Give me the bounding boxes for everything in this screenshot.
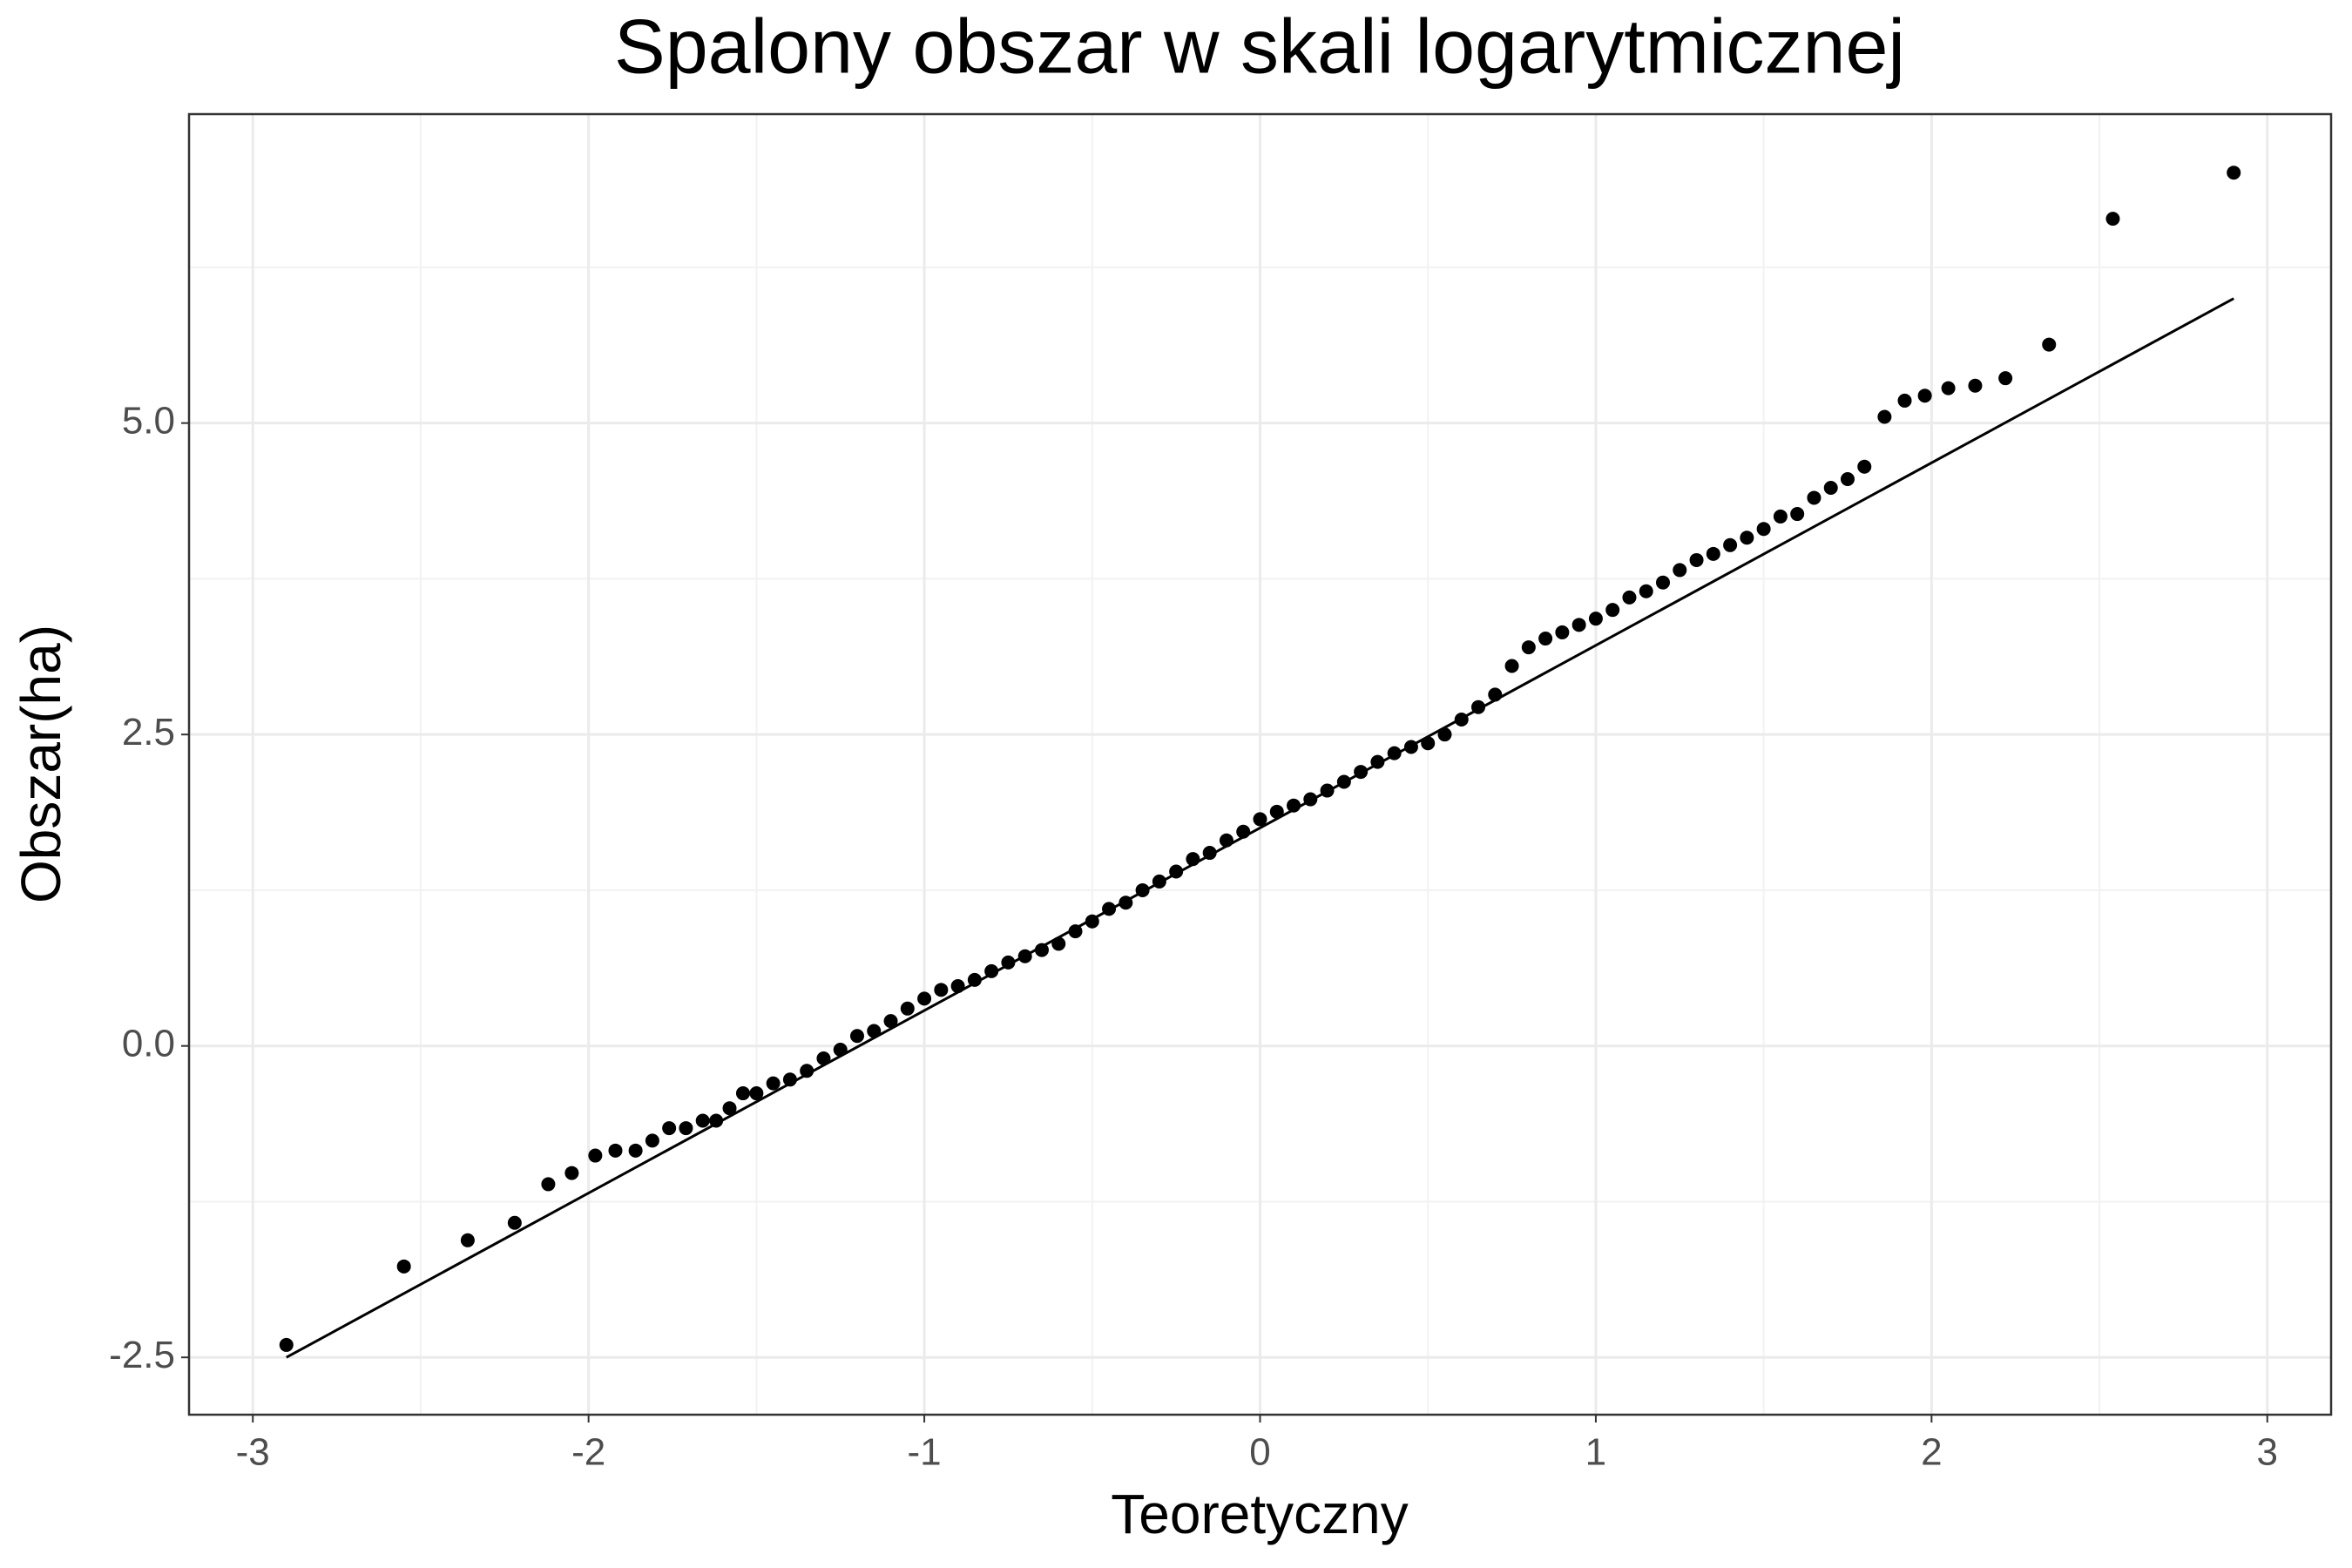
point	[1538, 632, 1553, 646]
point	[1437, 727, 1452, 742]
point	[1790, 507, 1805, 522]
point	[722, 1101, 737, 1116]
point	[1639, 584, 1653, 598]
point	[1605, 603, 1620, 618]
point	[1897, 393, 1912, 408]
point	[735, 1086, 750, 1101]
x-tick-label: -1	[908, 1431, 942, 1474]
point	[1571, 618, 1586, 632]
point	[883, 1014, 898, 1029]
point	[1521, 640, 1536, 655]
point	[749, 1086, 764, 1101]
point	[1917, 389, 1932, 403]
point	[867, 1024, 882, 1038]
point	[1941, 381, 1956, 395]
point	[1504, 659, 1519, 673]
point	[1555, 625, 1570, 639]
point	[1740, 531, 1754, 545]
point	[1034, 943, 1049, 957]
point	[1823, 481, 1838, 496]
point	[662, 1121, 677, 1136]
point	[1807, 490, 1821, 505]
point	[934, 983, 949, 997]
x-tick-label: 2	[1921, 1431, 1942, 1474]
point	[507, 1215, 522, 1230]
point	[900, 1001, 915, 1016]
point	[1253, 812, 1267, 827]
point	[1588, 612, 1603, 626]
point	[1656, 575, 1671, 590]
point	[1706, 546, 1720, 561]
x-tick-label: -3	[236, 1431, 270, 1474]
point	[460, 1233, 475, 1247]
point	[2105, 212, 2120, 226]
point	[2042, 337, 2057, 352]
point	[1857, 459, 1872, 474]
point	[1622, 590, 1637, 605]
point	[608, 1143, 623, 1158]
point	[816, 1051, 831, 1065]
y-tick-label: 5.0	[122, 399, 175, 442]
point	[1968, 378, 1983, 393]
y-tick-label: -2.5	[109, 1334, 175, 1376]
point	[645, 1133, 659, 1148]
y-axis-title: Obszar(ha)	[10, 625, 72, 903]
x-tick-label: -2	[571, 1431, 605, 1474]
point	[1269, 804, 1284, 819]
chart-title: Spalony obszar w skali logarytmicznej	[614, 3, 1905, 89]
point	[541, 1177, 556, 1192]
point	[695, 1113, 710, 1128]
point	[917, 991, 932, 1006]
point	[849, 1029, 864, 1044]
point	[564, 1166, 579, 1180]
y-tick-label: 0.0	[122, 1022, 175, 1064]
y-tick-label: 2.5	[122, 711, 175, 754]
point	[588, 1148, 603, 1163]
point	[1998, 371, 2013, 386]
point	[1877, 409, 1892, 424]
reference-line	[286, 297, 2234, 1359]
x-tick-label: 1	[1585, 1431, 1606, 1474]
point	[279, 1337, 294, 1352]
point	[1689, 552, 1704, 567]
point	[766, 1076, 781, 1091]
x-tick-label: 0	[1249, 1431, 1270, 1474]
point	[1723, 537, 1738, 552]
point	[800, 1064, 814, 1078]
point	[1773, 509, 1788, 524]
x-tick-label: 3	[2257, 1431, 2278, 1474]
point	[2227, 166, 2241, 180]
point	[396, 1259, 411, 1274]
point	[1756, 522, 1771, 537]
x-axis-title: Teoretyczny	[1111, 1483, 1408, 1545]
plot-border	[187, 112, 2333, 1416]
point	[1673, 563, 1687, 578]
point	[628, 1143, 643, 1158]
point	[679, 1121, 693, 1136]
point	[1840, 472, 1855, 487]
point	[967, 972, 982, 987]
